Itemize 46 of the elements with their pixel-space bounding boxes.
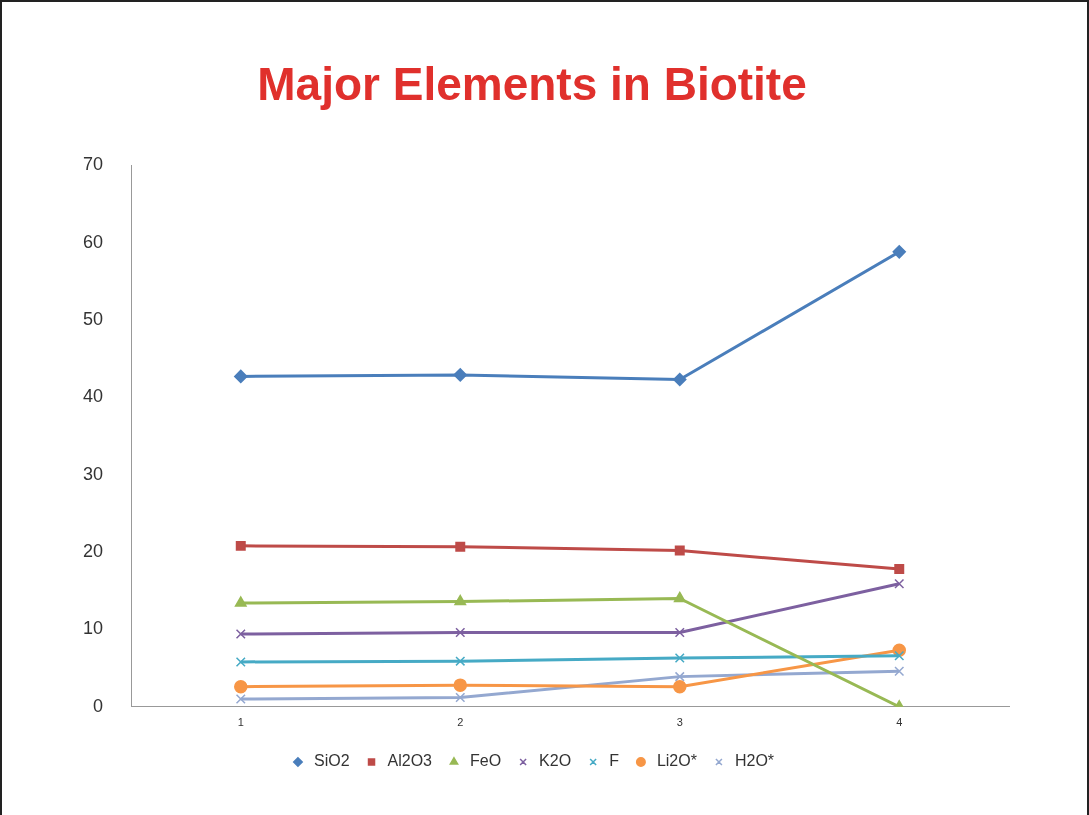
y-tick-label: 10 — [82, 618, 104, 639]
legend-label: Al2O3 — [387, 752, 433, 770]
point — [235, 694, 246, 705]
y-tick-label: 60 — [82, 231, 104, 252]
point — [234, 596, 247, 607]
point — [673, 591, 686, 603]
y-tick-label: 70 — [82, 154, 104, 175]
legend-label: K2O — [539, 752, 572, 770]
legend-label: Li2O* — [656, 752, 697, 770]
y-tick-label: 40 — [82, 386, 104, 407]
point — [455, 656, 466, 667]
point — [454, 594, 467, 606]
legend-label: FeO — [469, 752, 502, 770]
y-tick-label: 0 — [93, 695, 104, 716]
legend-label: SiO2 — [313, 752, 350, 770]
x-tick-label: 4 — [896, 716, 903, 729]
chart-title: Major Elements in Biotite — [257, 58, 807, 111]
point — [455, 692, 466, 703]
point — [894, 578, 905, 589]
point — [892, 245, 906, 259]
legend-label: H2O* — [734, 752, 775, 770]
point — [455, 627, 466, 638]
point — [673, 679, 687, 694]
x-tick-label: 1 — [237, 716, 244, 729]
point — [674, 671, 685, 682]
x-tick-label: 2 — [457, 716, 464, 729]
point — [674, 545, 685, 556]
y-tick-label: 20 — [82, 541, 104, 562]
point — [453, 678, 468, 692]
y-tick-label: 30 — [82, 463, 104, 484]
point — [455, 541, 466, 552]
point — [673, 372, 687, 387]
point — [453, 368, 468, 382]
point — [894, 650, 905, 661]
point — [894, 666, 905, 677]
point — [894, 564, 905, 575]
point — [234, 369, 248, 384]
point — [235, 656, 246, 667]
x-tick-label: 3 — [676, 716, 683, 729]
point — [234, 679, 248, 694]
point — [235, 540, 246, 551]
point — [674, 653, 685, 664]
point — [235, 629, 246, 640]
y-tick-label: 50 — [82, 308, 104, 329]
point — [674, 627, 685, 638]
legend-label: F — [609, 752, 620, 770]
